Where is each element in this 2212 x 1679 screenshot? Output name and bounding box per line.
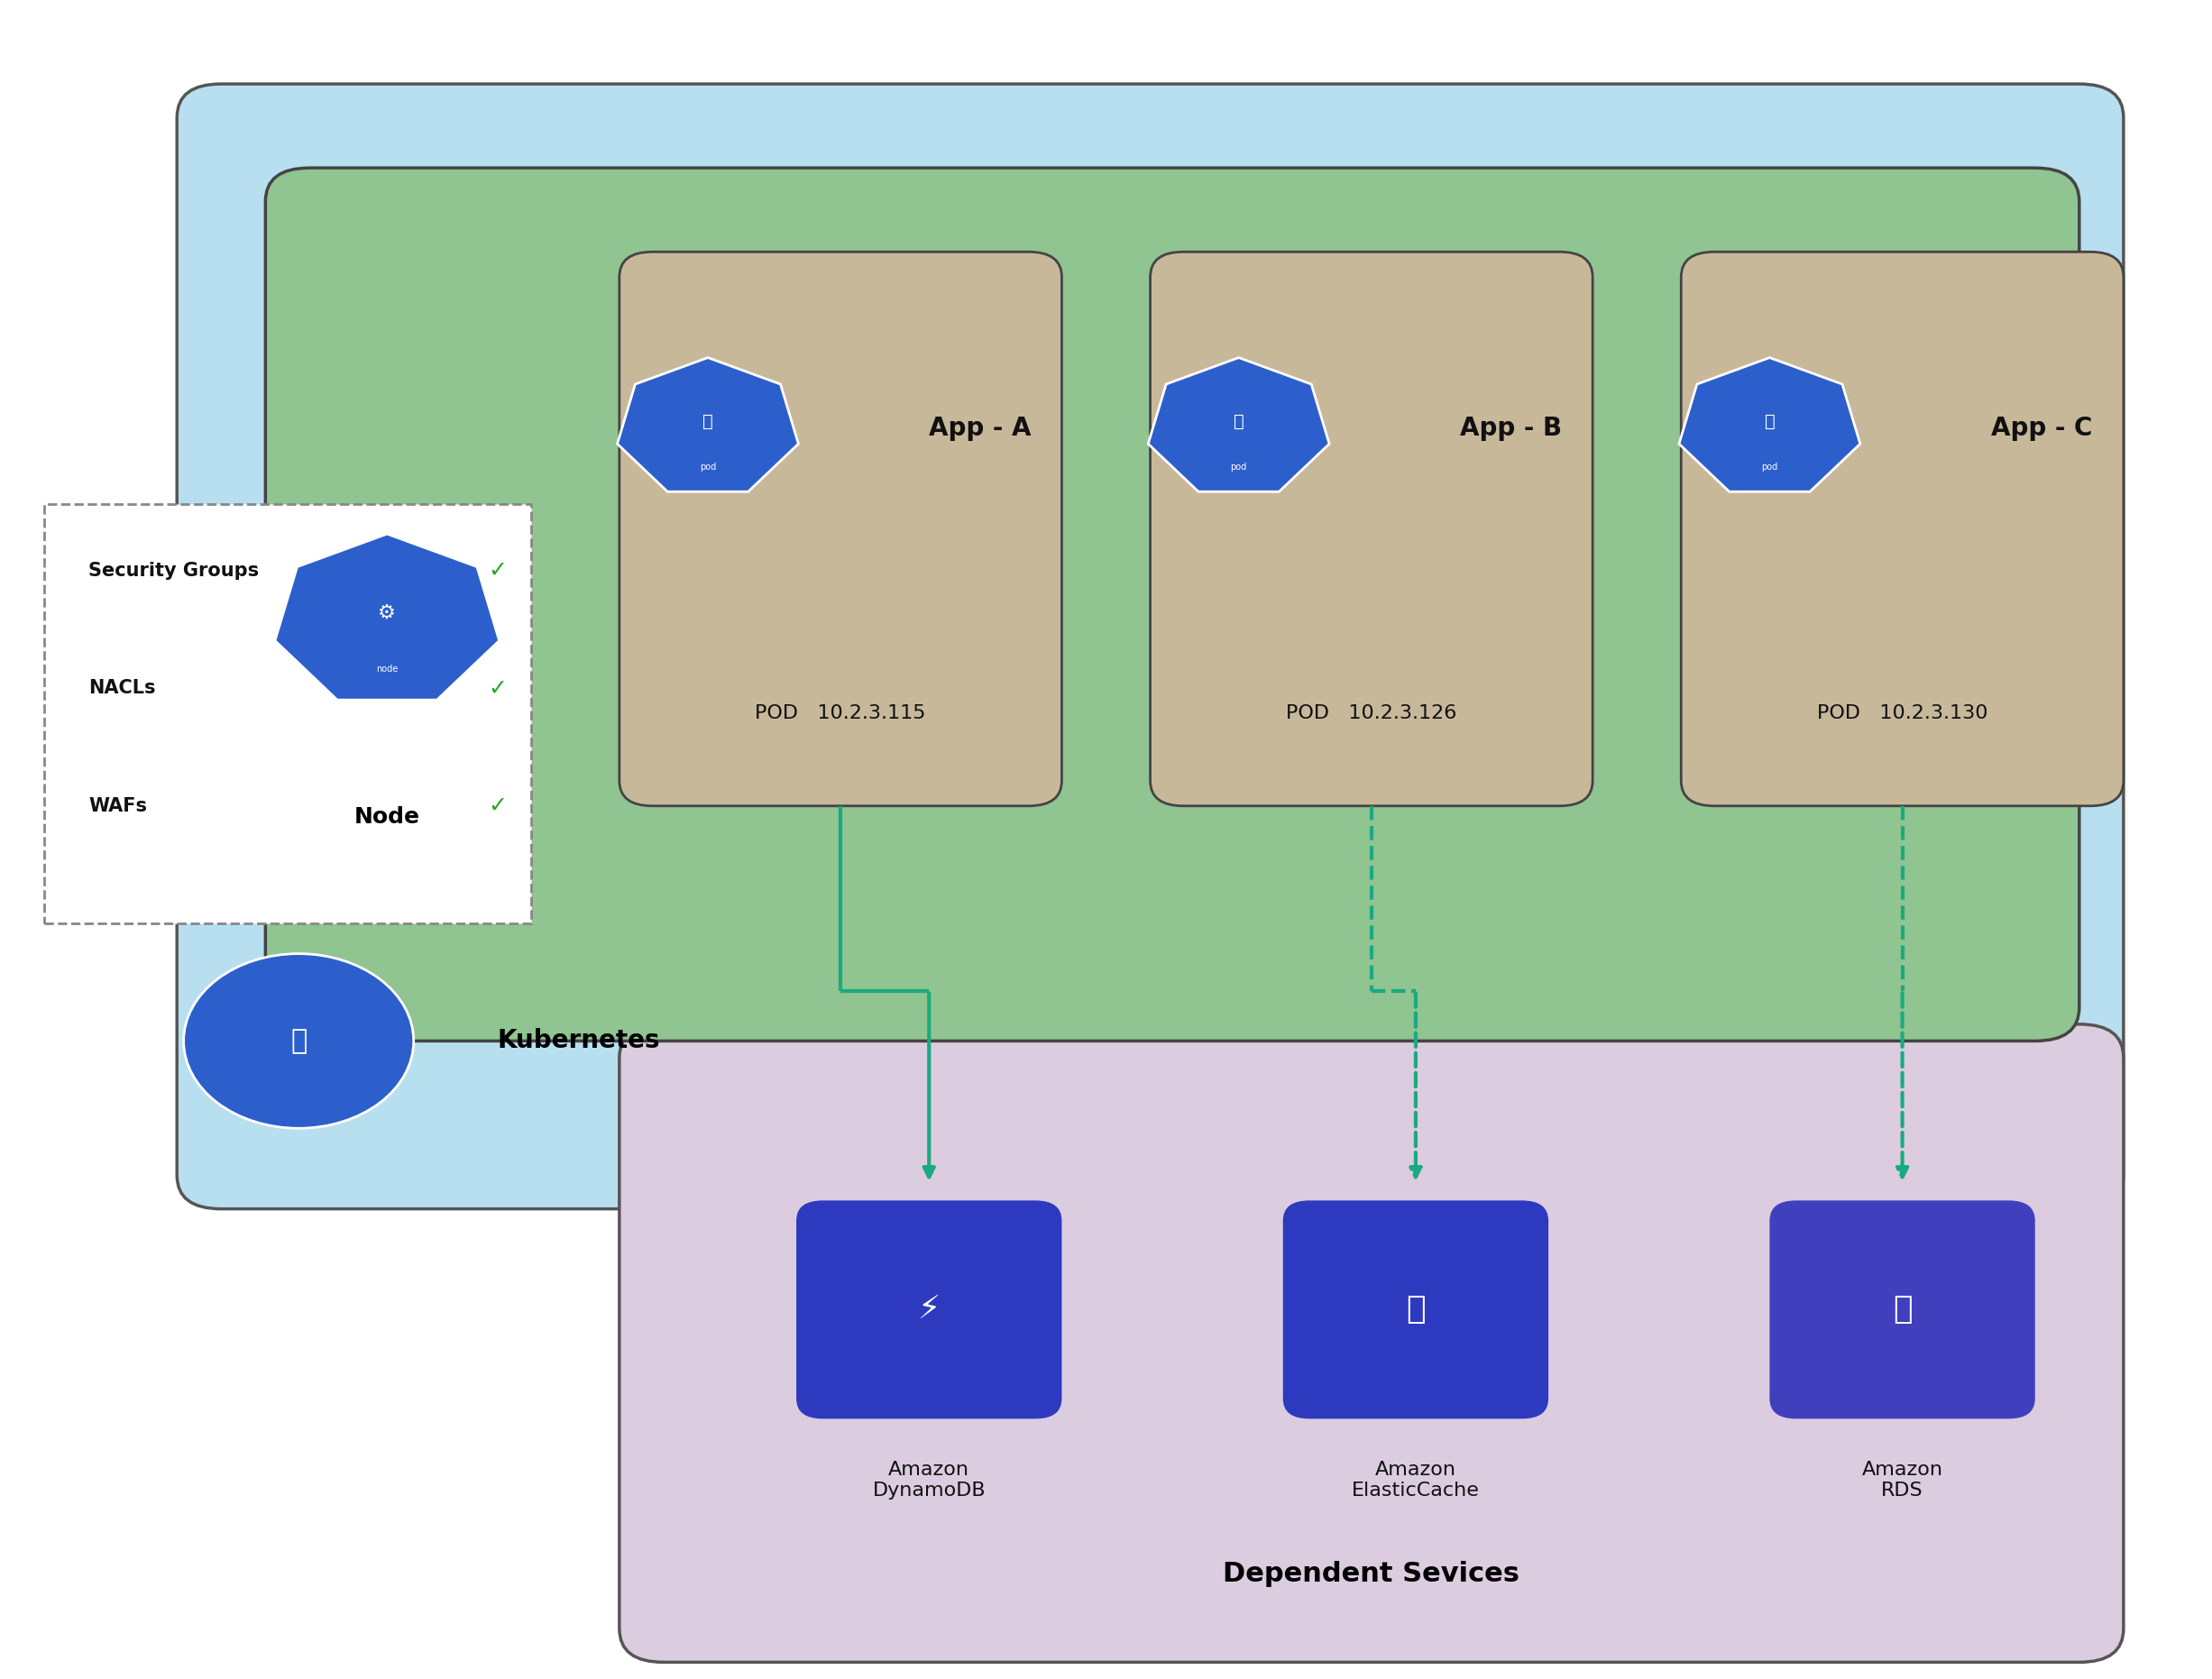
Text: pod: pod: [1230, 462, 1248, 472]
Text: 📦: 📦: [1234, 413, 1243, 430]
Text: Amazon
DynamoDB: Amazon DynamoDB: [872, 1461, 987, 1499]
Text: Security Groups: Security Groups: [88, 562, 259, 579]
Text: ⚙: ⚙: [378, 603, 396, 621]
FancyBboxPatch shape: [619, 1024, 2124, 1662]
Text: 🗄: 🗄: [1407, 1295, 1425, 1325]
FancyBboxPatch shape: [1770, 1200, 2035, 1419]
Text: pod: pod: [699, 462, 717, 472]
Text: Kubernetes: Kubernetes: [498, 1028, 661, 1054]
Text: POD   10.2.3.126: POD 10.2.3.126: [1285, 705, 1458, 722]
FancyBboxPatch shape: [796, 1200, 1062, 1419]
FancyBboxPatch shape: [44, 504, 531, 923]
Circle shape: [184, 954, 414, 1128]
FancyBboxPatch shape: [1681, 252, 2124, 806]
Text: POD   10.2.3.130: POD 10.2.3.130: [1816, 705, 1989, 722]
Text: POD   10.2.3.115: POD 10.2.3.115: [754, 705, 927, 722]
Text: Amazon
RDS: Amazon RDS: [1863, 1461, 1942, 1499]
Text: Dependent Sevices: Dependent Sevices: [1223, 1560, 1520, 1587]
Polygon shape: [274, 534, 500, 700]
Text: ✓: ✓: [489, 796, 507, 816]
FancyBboxPatch shape: [177, 84, 2124, 1209]
Text: ✓: ✓: [489, 561, 507, 581]
Polygon shape: [617, 358, 799, 492]
Text: App - A: App - A: [929, 415, 1031, 442]
Text: ⎈: ⎈: [290, 1028, 307, 1054]
FancyBboxPatch shape: [265, 168, 2079, 1041]
Text: node: node: [376, 665, 398, 673]
Text: NACLs: NACLs: [88, 680, 155, 697]
FancyBboxPatch shape: [619, 252, 1062, 806]
FancyBboxPatch shape: [1283, 1200, 1548, 1419]
Text: App - B: App - B: [1460, 415, 1562, 442]
Text: App - C: App - C: [1991, 415, 2093, 442]
Text: 📦: 📦: [703, 413, 712, 430]
FancyBboxPatch shape: [1150, 252, 1593, 806]
Text: Amazon
ElasticCache: Amazon ElasticCache: [1352, 1461, 1480, 1499]
Text: 📦: 📦: [1765, 413, 1774, 430]
Polygon shape: [1148, 358, 1329, 492]
Text: pod: pod: [1761, 462, 1778, 472]
Text: ⚡: ⚡: [918, 1295, 940, 1325]
Text: Node: Node: [354, 806, 420, 828]
Text: WAFs: WAFs: [88, 798, 146, 814]
Text: ✓: ✓: [489, 678, 507, 698]
Text: 🔄: 🔄: [1893, 1295, 1911, 1325]
Polygon shape: [1679, 358, 1860, 492]
